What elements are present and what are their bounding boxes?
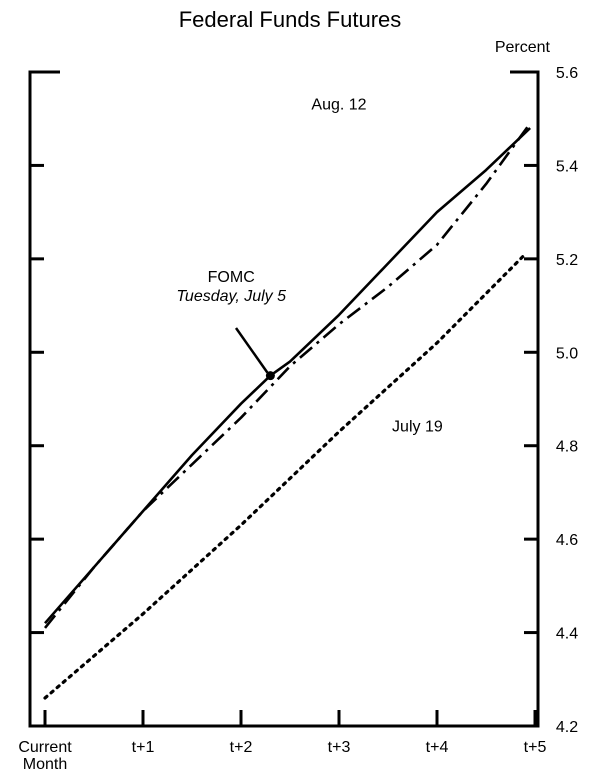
y-tick-label: 5.6 (556, 65, 578, 82)
x-tick-label: t+3 (328, 739, 351, 756)
fomc-pointer-line (234, 327, 269, 374)
x-tick-label: Current Month (18, 739, 72, 773)
y-axis-ticks: 4.2 4.4 4.6 4.8 5.0 5.2 5.4 5.6 (30, 65, 578, 736)
annotation-label: FOMC (208, 269, 255, 286)
annotation-label: Aug. 12 (311, 96, 366, 113)
y-tick-label: 5.0 (556, 345, 578, 362)
x-axis-ticks: Current Month t+1 t+2 t+3 t+4 t+5 (18, 710, 546, 773)
annotation-layer: Aug. 12 July 19 FOMC Tuesday, July 5 (176, 96, 442, 435)
plot-frame (28, 70, 540, 728)
annotation-label: July 19 (392, 419, 443, 436)
x-tick-label: t+1 (132, 739, 155, 756)
x-tick-label: t+2 (230, 739, 253, 756)
annotation-label: Tuesday, July 5 (176, 288, 286, 305)
series-line-solid (44, 127, 531, 625)
y-tick-label: 4.4 (556, 626, 578, 643)
series-layer (43, 122, 532, 700)
y-axis-unit-label: Percent (495, 39, 551, 56)
fomc-marker-dot (265, 371, 275, 381)
y-tick-label: 5.2 (556, 252, 578, 269)
series-line-dashdot (43, 122, 532, 629)
y-tick-label: 5.4 (556, 158, 578, 175)
y-tick-label: 4.2 (556, 719, 578, 736)
x-tick-label: t+5 (524, 739, 547, 756)
y-tick-label: 4.6 (556, 532, 578, 549)
chart-title: Federal Funds Futures (179, 7, 402, 32)
y-tick-label: 4.8 (556, 439, 578, 456)
x-tick-label: t+4 (426, 739, 449, 756)
series-line-dotted (43, 252, 527, 700)
